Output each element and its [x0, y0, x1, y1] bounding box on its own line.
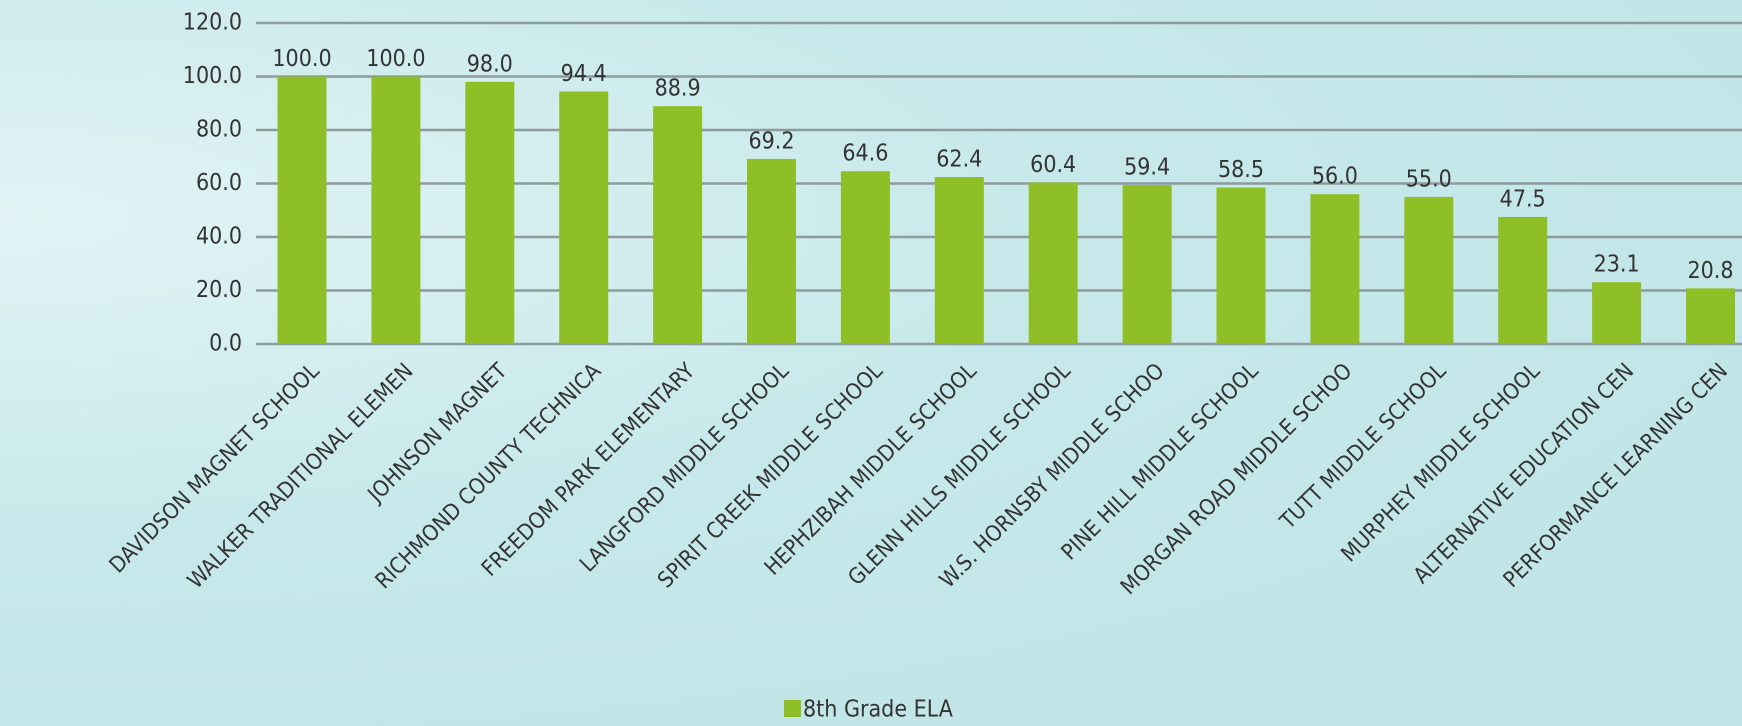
- bar: [371, 76, 421, 344]
- y-tick-label: 120.0: [183, 10, 242, 36]
- bar: [1216, 187, 1266, 344]
- bar: [934, 177, 984, 344]
- data-label: 100.0: [272, 46, 331, 72]
- data-label: 55.0: [1406, 166, 1452, 192]
- bar: [1404, 196, 1454, 344]
- bar: [559, 91, 609, 344]
- data-label: 58.5: [1218, 157, 1264, 183]
- data-label: 62.4: [936, 147, 982, 173]
- data-label: 56.0: [1312, 164, 1358, 190]
- bar: [1122, 185, 1172, 344]
- bar: [1686, 288, 1735, 344]
- y-tick-label: 40.0: [196, 224, 242, 250]
- data-label: 98.0: [467, 51, 513, 77]
- data-label: 23.1: [1594, 252, 1640, 278]
- x-tick-label: TUTT MIDDLE SCHOOL: [1275, 359, 1451, 535]
- bar: [1592, 282, 1642, 344]
- y-tick-label: 0.0: [209, 331, 242, 357]
- y-tick-label: 20.0: [196, 277, 242, 303]
- bar: [653, 106, 703, 344]
- data-label: 60.4: [1030, 152, 1076, 178]
- bar: [277, 76, 327, 344]
- bar: [465, 81, 515, 344]
- legend-swatch: [784, 700, 801, 717]
- y-tick-label: 80.0: [196, 117, 242, 143]
- data-label: 20.8: [1687, 258, 1733, 284]
- y-tick-label: 100.0: [183, 63, 242, 89]
- y-tick-label: 60.0: [196, 170, 242, 196]
- legend-label: 8th Grade ELA: [803, 697, 953, 723]
- data-label: 88.9: [655, 76, 701, 102]
- x-tick-label: MURPHEY MIDDLE SCHOOL: [1337, 359, 1545, 567]
- data-label: 47.5: [1500, 186, 1546, 212]
- bar: [1310, 194, 1360, 344]
- data-label: 100.0: [366, 46, 425, 72]
- bar: [1498, 216, 1548, 344]
- data-label: 64.6: [842, 141, 888, 167]
- data-label: 94.4: [561, 61, 607, 87]
- bar: [840, 171, 890, 344]
- bar: [747, 158, 796, 344]
- data-label: 59.4: [1124, 155, 1170, 181]
- data-label: 69.2: [748, 128, 794, 154]
- x-tick-label: PINE HILL MIDDLE SCHOOL: [1057, 359, 1264, 566]
- bar: [1028, 182, 1078, 344]
